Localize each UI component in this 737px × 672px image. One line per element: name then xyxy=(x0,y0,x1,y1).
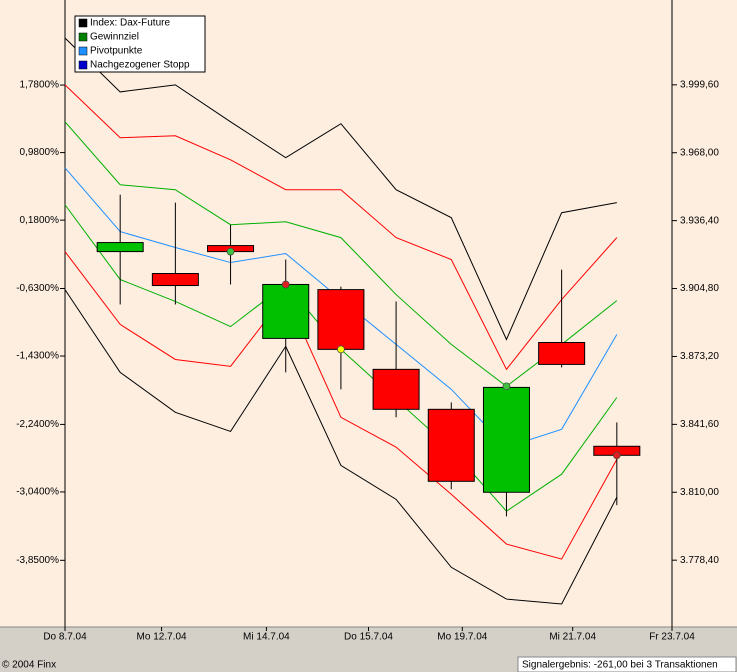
footer-left: © 2004 Finx xyxy=(2,660,56,671)
footer-right-box xyxy=(517,656,737,672)
y-tick-label: -3,8500% xyxy=(16,555,59,566)
y-tick-label: 0,9800% xyxy=(20,147,60,158)
candle-body xyxy=(151,273,199,287)
x-tick-label: Do 8.7.04 xyxy=(43,632,87,643)
y-tick-label: -0,6300% xyxy=(16,283,59,294)
legend-swatch xyxy=(78,32,88,42)
legend-swatch xyxy=(78,18,88,28)
x-tick-label: Mo 19.7.04 xyxy=(437,632,487,643)
candle-body xyxy=(317,289,365,350)
footer-right: Signalergebnis: -261,00 bei 3 Transaktio… xyxy=(522,660,718,671)
y2-tick-label: 3.873,20 xyxy=(680,351,719,362)
y2-tick-label: 3.810,00 xyxy=(680,487,719,498)
legend-label: Gewinnziel xyxy=(90,32,139,43)
x-tick-label: Mo 12.7.04 xyxy=(137,632,187,643)
y-tick-label: 1,7800% xyxy=(20,80,60,91)
pivot-marker xyxy=(502,382,511,391)
y-tick-label: -1,4300% xyxy=(16,351,59,362)
y2-tick-label: 3.904,80 xyxy=(680,283,719,294)
legend-label: Nachgezogener Stopp xyxy=(90,60,190,71)
pivot-marker xyxy=(281,280,290,289)
y2-tick-label: 3.841,60 xyxy=(680,419,719,430)
legend-label: Pivotpunkte xyxy=(90,46,143,57)
line-series xyxy=(64,251,618,560)
candle-body xyxy=(427,408,475,482)
y2-tick-label: 3.968,00 xyxy=(680,147,719,158)
legend-swatch xyxy=(78,60,88,70)
candle-body xyxy=(96,242,144,253)
line-series xyxy=(64,289,618,605)
y2-tick-label: 3.999,60 xyxy=(680,79,719,90)
pivot-marker xyxy=(612,451,621,460)
candle-body xyxy=(482,386,530,493)
x-tick-label: Fr 23.7.04 xyxy=(649,632,695,643)
x-tick-label: Do 15.7.04 xyxy=(344,632,393,643)
pivot-marker xyxy=(226,247,235,256)
line-series xyxy=(64,37,617,341)
pivot-marker xyxy=(337,345,345,354)
legend-box xyxy=(74,15,206,73)
y-tick-label: -3,0400% xyxy=(16,487,59,498)
line-series xyxy=(64,121,618,387)
line-series xyxy=(64,84,618,371)
candle-body xyxy=(372,368,420,410)
legend-label: Index: Dax-Future xyxy=(90,18,170,29)
candle-body xyxy=(538,341,586,365)
x-tick-label: Mi 14.7.04 xyxy=(243,632,290,643)
y-tick-label: 0,1800% xyxy=(20,215,60,226)
plot-background xyxy=(0,0,737,627)
x-tick-label: Mi 21.7.04 xyxy=(549,632,596,643)
legend: Index: Dax-Future Gewinnziel Pivotpunkte Na… xyxy=(74,15,206,73)
legend-swatch xyxy=(78,46,88,56)
y-tick-label: -2,2400% xyxy=(16,419,59,430)
y2-tick-label: 3.778,40 xyxy=(680,555,719,566)
candle-body xyxy=(262,283,310,339)
y2-tick-label: 3.936,40 xyxy=(680,215,719,226)
